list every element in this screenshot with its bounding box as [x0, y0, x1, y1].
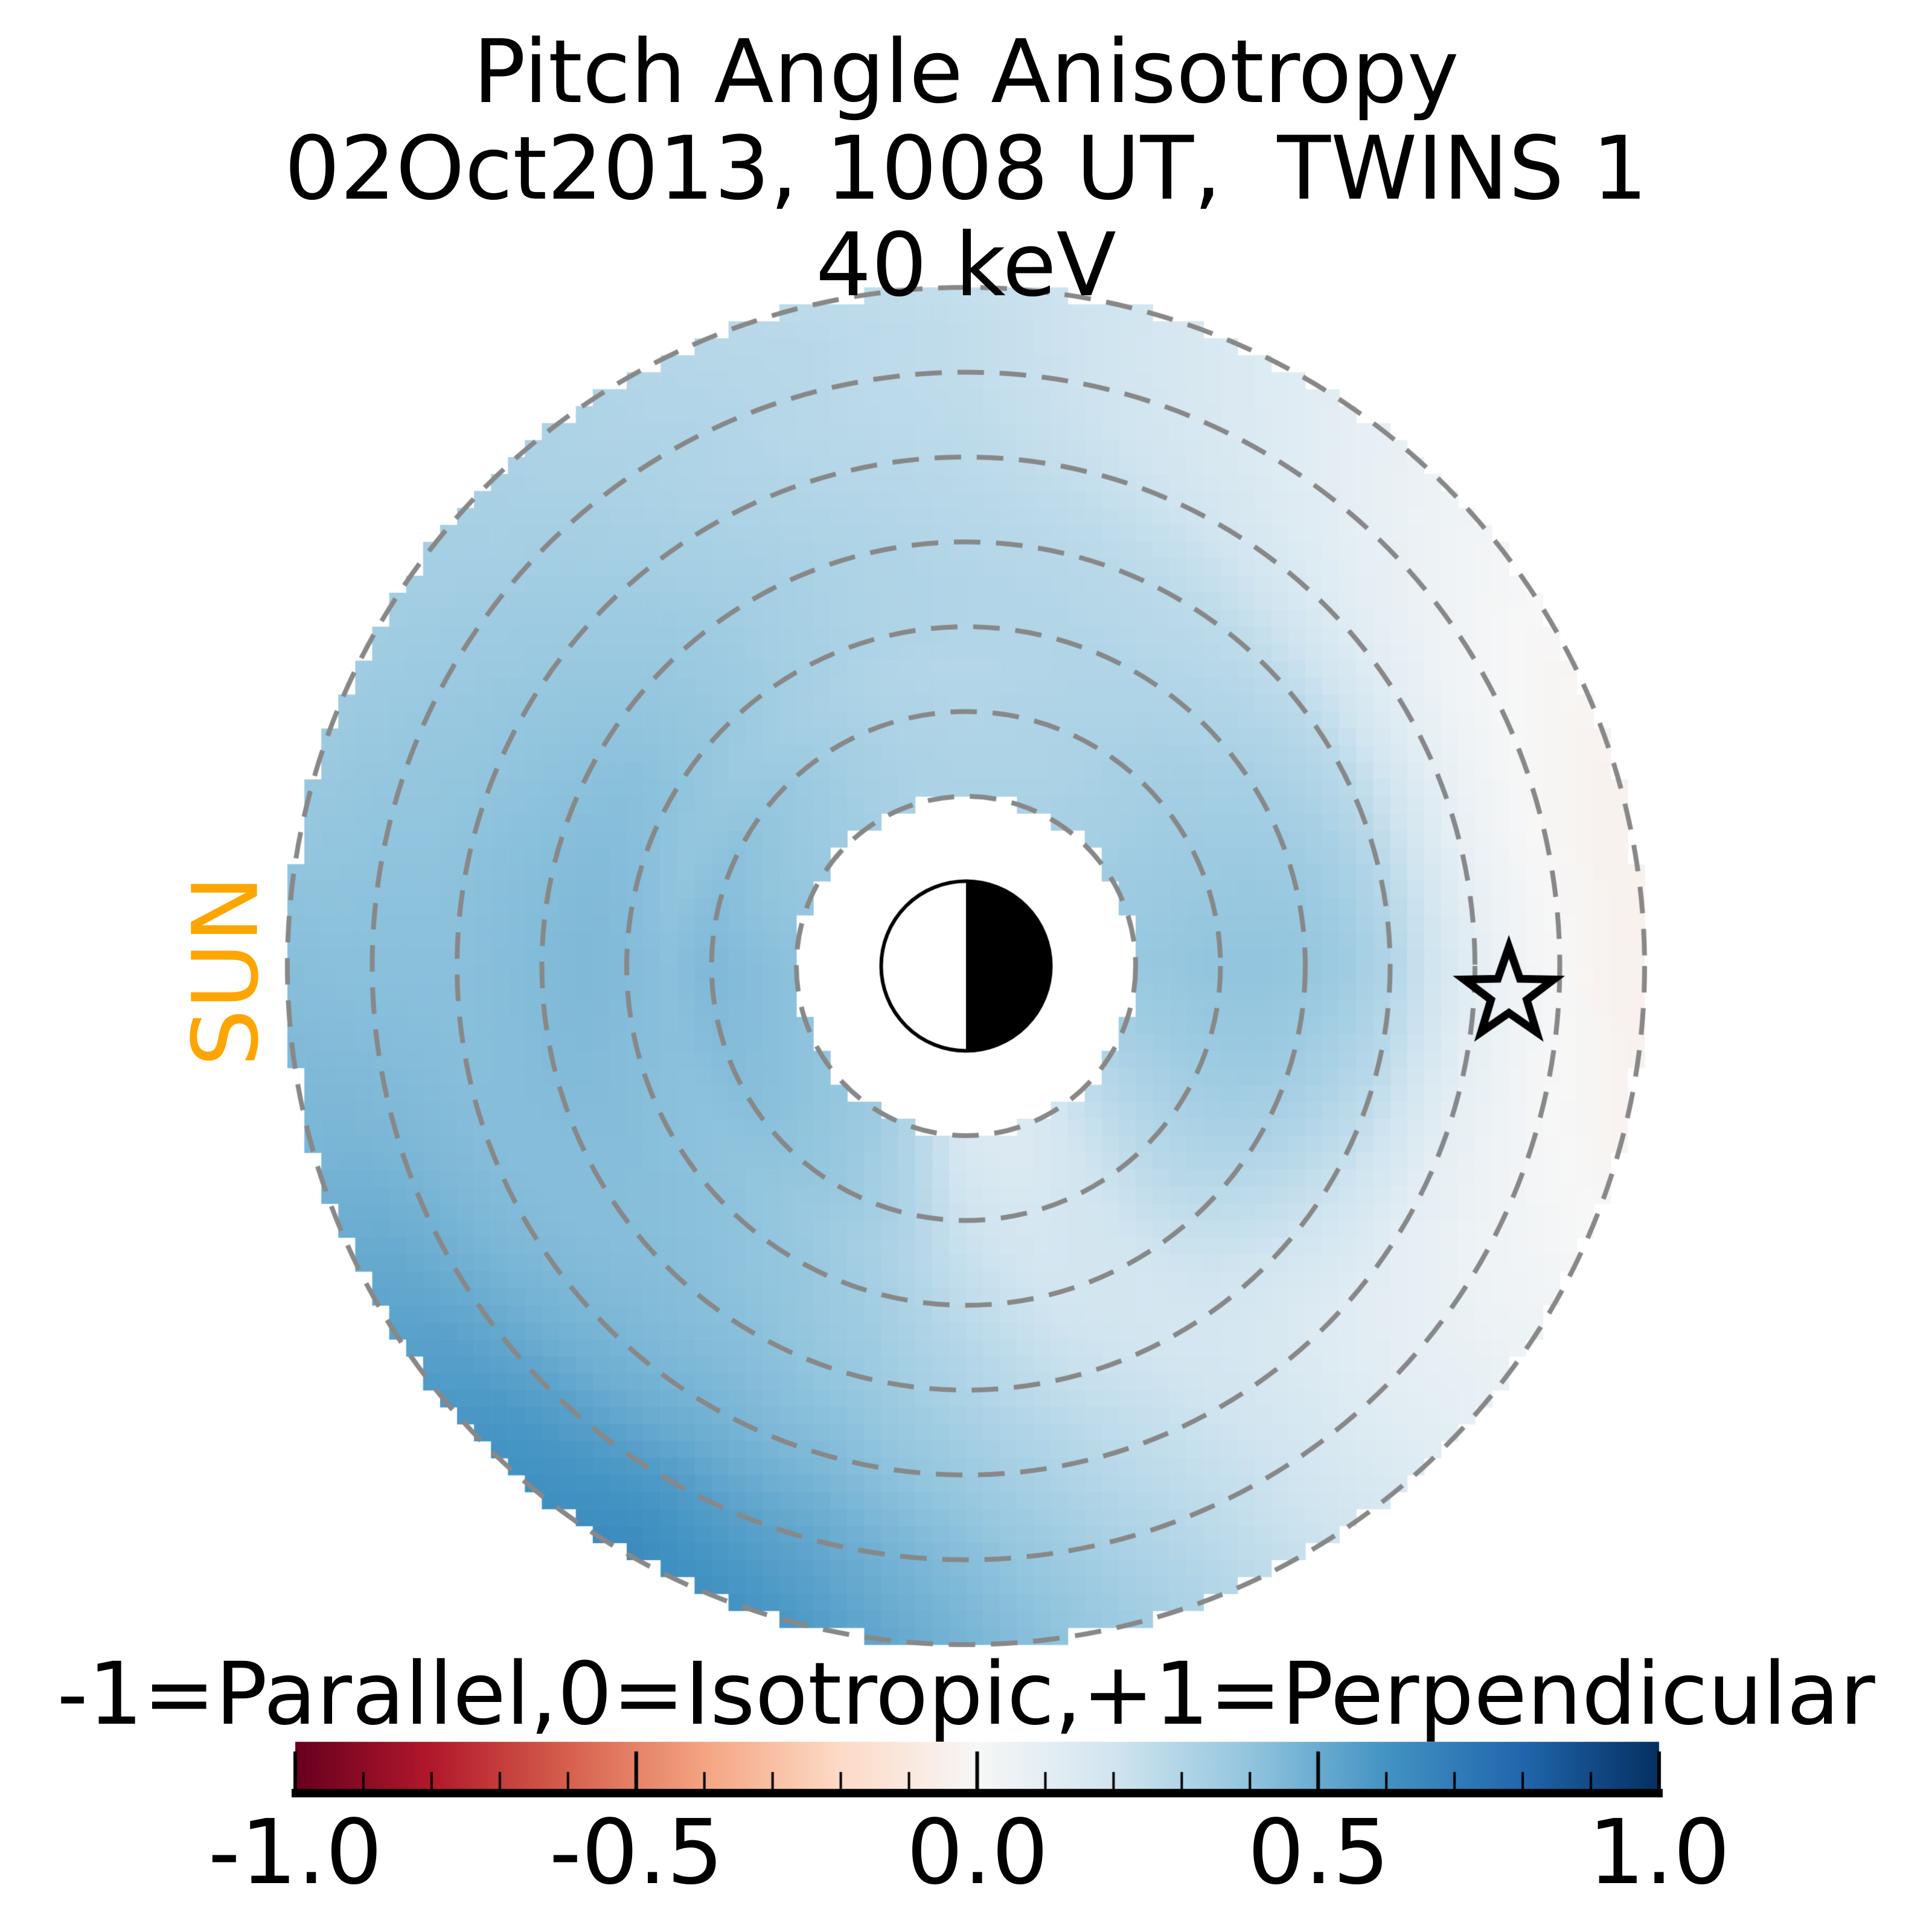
- colorbar-tick-label-0: 0.0: [906, 1800, 1049, 1904]
- title-line-2: 02Oct2013, 1008 UT, TWINS 1: [284, 118, 1648, 220]
- colorbar-label: -1=Parallel,0=Isotropic,+1=Perpendicular: [57, 1643, 1875, 1744]
- colorbar-tick-label-05: 0.5: [1247, 1800, 1390, 1904]
- plot-title: Pitch Angle Anisotropy 02Oct2013, 1008 U…: [0, 24, 1932, 314]
- colorbar-tick-label-neg1: -1.0: [208, 1800, 383, 1904]
- colorbar-tick-label-1: 1.0: [1588, 1800, 1730, 1904]
- sun-direction-label: SUN: [174, 875, 279, 1067]
- title-line-1: Pitch Angle Anisotropy: [473, 21, 1459, 123]
- colorbar-tick-label-neg05: -0.5: [549, 1800, 724, 1904]
- sun-direction-label-wrap: SUN: [106, 850, 347, 1092]
- title-line-3: 40 keV: [816, 214, 1116, 316]
